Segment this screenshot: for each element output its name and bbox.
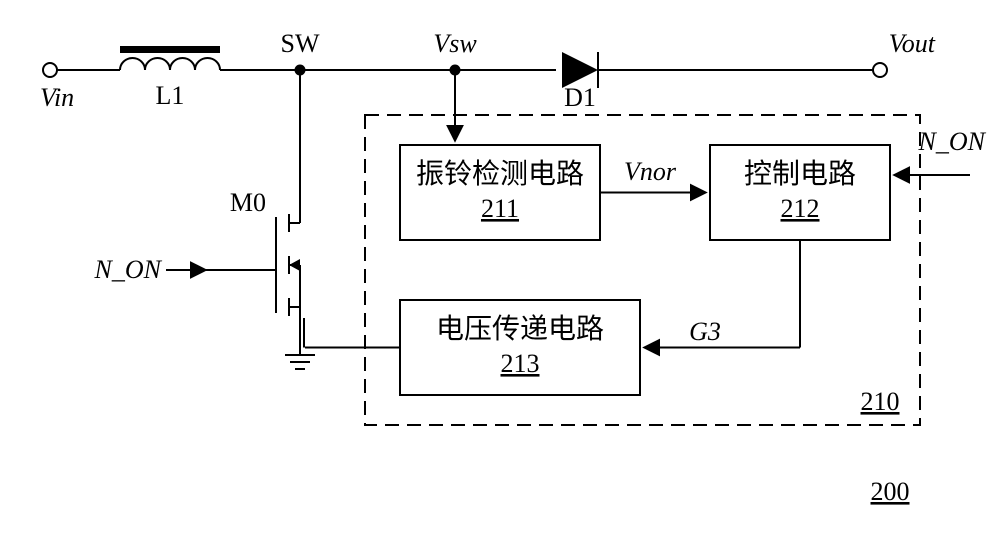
sw-label: SW bbox=[281, 29, 320, 58]
block-212-title: 控制电路 bbox=[744, 158, 856, 190]
vnor-label: Vnor bbox=[624, 157, 677, 186]
fig-ref-200: 200 bbox=[871, 477, 910, 506]
vsw-label: Vsw bbox=[433, 29, 477, 58]
l1-ref: L1 bbox=[156, 81, 185, 110]
ref-210: 210 bbox=[861, 387, 900, 416]
block-212-ref: 212 bbox=[781, 194, 820, 223]
block-211-title: 振铃检测电路 bbox=[416, 158, 584, 190]
n-on-left-label: N_ON bbox=[94, 255, 163, 284]
block-213-ref: 213 bbox=[501, 349, 540, 378]
d1-ref: D1 bbox=[564, 83, 596, 112]
vout-label: Vout bbox=[889, 29, 936, 58]
g3-label: G3 bbox=[689, 317, 721, 346]
inductor-l1 bbox=[120, 58, 220, 70]
n-on-right-label: N_ON bbox=[918, 127, 987, 156]
inductor-core bbox=[120, 46, 220, 53]
vin-terminal bbox=[43, 63, 57, 77]
block-213-title: 电压传递电路 bbox=[436, 313, 604, 345]
vin-label: Vin bbox=[40, 83, 74, 112]
m0-ref: M0 bbox=[230, 188, 266, 217]
block-211-ref: 211 bbox=[481, 194, 519, 223]
vout-terminal bbox=[873, 63, 887, 77]
